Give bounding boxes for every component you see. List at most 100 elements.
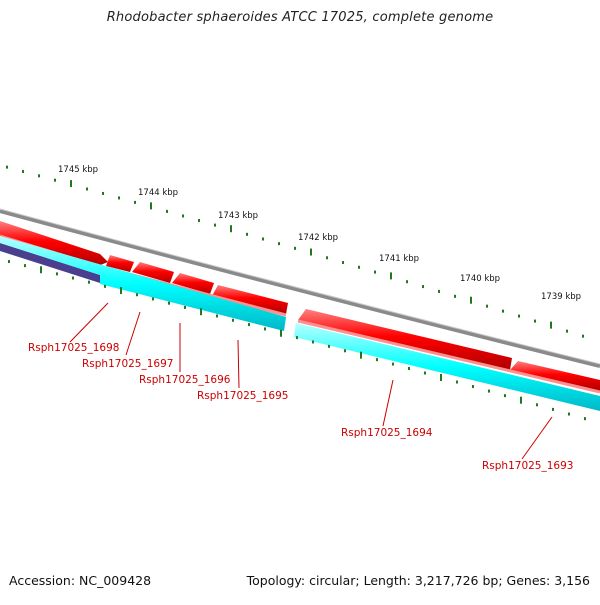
inner-minor-tick [504, 394, 506, 398]
genome-backbone-highlight [0, 208, 600, 365]
scale-minor-tick [294, 246, 296, 250]
scale-label-track: 1745 kbp 1744 kbp 1743 kbp 1742 kbp 1741 kbp… [58, 165, 581, 302]
inner-minor-tick [152, 297, 154, 301]
scale-major-tick [70, 180, 72, 188]
gene-1696-forward[interactable] [132, 262, 174, 283]
accession-label: Accession: NC_009428 [9, 573, 152, 588]
gene-label[interactable]: Rsph17025_1695 [197, 390, 288, 402]
inner-minor-tick [232, 318, 234, 322]
inner-minor-tick [24, 264, 26, 268]
gene-1697-forward[interactable] [106, 255, 134, 272]
scale-minor-tick [166, 209, 168, 213]
map-title: Rhodobacter sphaeroides ATCC 17025, comp… [106, 10, 494, 25]
inner-major-tick [520, 396, 522, 404]
inner-minor-tick [8, 260, 10, 264]
gene-1694-forward[interactable] [298, 309, 512, 370]
inner-minor-tick [264, 327, 266, 331]
scale-minor-tick [534, 319, 536, 323]
inner-major-tick [440, 374, 442, 382]
scale-label: 1744 kbp [138, 188, 178, 198]
gene-callout-line [521, 416, 553, 460]
inner-minor-tick [216, 314, 218, 318]
inner-minor-tick [472, 385, 474, 389]
gene-label[interactable]: Rsph17025_1696 [139, 374, 231, 386]
scale-label: 1743 kbp [218, 211, 258, 221]
reverse-feature-right[interactable] [294, 323, 600, 411]
inner-minor-tick [88, 280, 90, 284]
scale-minor-tick [502, 309, 504, 313]
scale-tick-track [6, 165, 584, 338]
inner-major-tick [40, 266, 42, 274]
scale-minor-tick [198, 219, 200, 223]
scale-minor-tick [342, 261, 344, 265]
gene-callout-line [69, 302, 109, 343]
other-feature-block[interactable] [0, 243, 100, 283]
inner-minor-tick [424, 371, 426, 375]
inner-minor-tick [552, 407, 554, 411]
inner-minor-tick [376, 358, 378, 362]
scale-minor-tick [486, 304, 488, 308]
inner-minor-tick [248, 323, 250, 327]
scale-minor-tick [118, 196, 120, 200]
gene-1698-forward[interactable] [0, 221, 108, 266]
scale-minor-tick [358, 265, 360, 269]
inner-major-tick [200, 308, 202, 316]
scale-major-tick [230, 225, 232, 233]
scale-major-tick [470, 296, 472, 304]
genome-backbone [0, 209, 600, 368]
scale-minor-tick [438, 289, 440, 293]
inner-minor-tick [56, 272, 58, 276]
inner-minor-tick [488, 389, 490, 393]
inner-minor-tick [536, 403, 538, 407]
scale-minor-tick [518, 314, 520, 318]
inner-major-tick [280, 329, 282, 337]
reverse-feature-left[interactable] [0, 236, 286, 331]
scale-minor-tick [406, 280, 408, 284]
scale-minor-tick [22, 169, 24, 173]
gene-callout-line [125, 311, 141, 356]
gene-label-track: Rsph17025_1698 Rsph17025_1697 Rsph17025_16… [28, 342, 573, 472]
scale-major-tick [390, 272, 392, 280]
inner-minor-tick [296, 336, 298, 340]
scale-label: 1745 kbp [58, 165, 98, 175]
gene-label[interactable]: Rsph17025_1694 [341, 427, 433, 439]
inner-minor-tick [104, 284, 106, 288]
genome-summary-label: Topology: circular; Length: 3,217,726 bp… [246, 573, 590, 588]
scale-label: 1742 kbp [298, 233, 338, 243]
inner-minor-tick [408, 367, 410, 371]
inner-minor-tick [344, 349, 346, 353]
scale-label: 1740 kbp [460, 274, 500, 284]
scale-minor-tick [6, 165, 8, 169]
scale-minor-tick [566, 329, 568, 333]
inner-minor-tick [168, 301, 170, 305]
inner-minor-tick [312, 340, 314, 344]
scale-minor-tick [182, 214, 184, 218]
gene-1695-forward[interactable] [172, 273, 214, 294]
inner-minor-tick [136, 293, 138, 297]
gene-callout-line [382, 379, 394, 427]
gene-1693-forward[interactable] [510, 361, 600, 391]
scale-minor-tick [374, 270, 376, 274]
inner-minor-tick [456, 380, 458, 384]
scale-major-tick [150, 202, 152, 210]
scale-label: 1739 kbp [541, 292, 581, 302]
scale-label: 1741 kbp [379, 254, 419, 264]
gene-label[interactable]: Rsph17025_1693 [482, 460, 573, 472]
gene-label[interactable]: Rsph17025_1697 [82, 358, 173, 370]
inner-major-tick [360, 351, 362, 359]
gene-label[interactable]: Rsph17025_1698 [28, 342, 119, 354]
scale-minor-tick [38, 174, 40, 178]
scale-minor-tick [262, 237, 264, 241]
inner-minor-tick [568, 412, 570, 416]
gene-callout-line [237, 339, 240, 389]
inner-minor-tick [328, 344, 330, 348]
gene-1694a-forward[interactable] [212, 285, 288, 314]
inner-minor-tick [584, 417, 586, 421]
scale-minor-tick [326, 256, 328, 260]
scale-minor-tick [278, 242, 280, 246]
scale-minor-tick [582, 334, 584, 338]
inner-minor-tick [72, 276, 74, 280]
gene-callout-lines [69, 302, 553, 460]
